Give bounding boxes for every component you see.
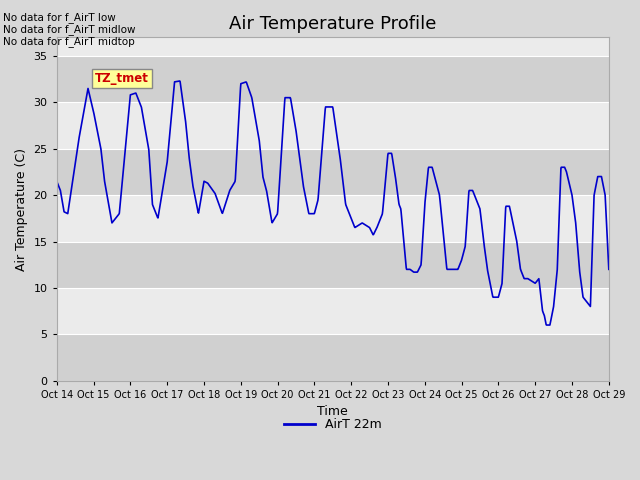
Y-axis label: Air Temperature (C): Air Temperature (C) — [15, 147, 28, 271]
Bar — [57, 334, 609, 381]
Bar — [57, 241, 609, 288]
Bar — [57, 149, 609, 195]
Text: TZ_tmet: TZ_tmet — [95, 72, 149, 85]
Title: Air Temperature Profile: Air Temperature Profile — [229, 15, 436, 33]
Bar — [57, 56, 609, 102]
Text: No data for f_AirT low: No data for f_AirT low — [3, 12, 116, 23]
X-axis label: Time: Time — [317, 405, 348, 418]
Text: No data for f_AirT midlow: No data for f_AirT midlow — [3, 24, 136, 35]
Text: No data for f_AirT midtop: No data for f_AirT midtop — [3, 36, 135, 47]
Legend: AirT 22m: AirT 22m — [279, 413, 387, 436]
